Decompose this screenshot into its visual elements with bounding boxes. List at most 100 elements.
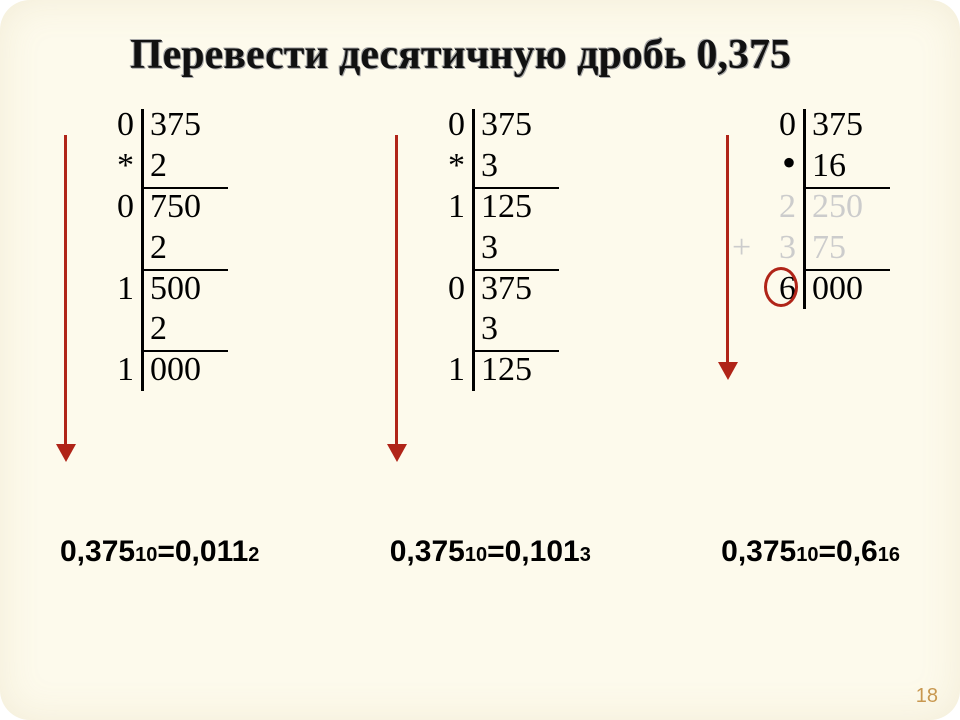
result-equation: 0,37510=0,616 (721, 535, 900, 569)
dot-icon: • (782, 140, 796, 185)
vertical-separator (472, 228, 475, 269)
rhs-num: 0,6 (836, 535, 878, 568)
vertical-separator (803, 228, 806, 269)
integer-part: 0 (441, 105, 473, 146)
vertical-separator (141, 309, 144, 350)
calc-row: 2 (110, 228, 228, 269)
result-equation: 0,37510=0,1013 (390, 535, 591, 569)
calculations-row: 0375*207502150021000 0375*31125303753112… (40, 105, 920, 515)
calc-row: 0375 (441, 105, 559, 146)
integer-part: 0 (110, 105, 142, 146)
lhs-num: 0,375 (390, 535, 465, 568)
equals: = (818, 535, 836, 568)
results-row: 0,37510=0,01120,37510=0,10130,37510=0,61… (40, 515, 920, 569)
calc-row: 2 (110, 309, 228, 350)
fraction-part: 3 (473, 146, 559, 187)
rhs-base: 3 (580, 544, 591, 566)
lhs-base: 10 (796, 544, 818, 566)
vertical-separator (141, 109, 144, 146)
lhs-base: 10 (135, 544, 157, 566)
fraction-part: 2 (142, 228, 228, 269)
fraction-part: 000 (142, 350, 228, 391)
lhs-num: 0,375 (60, 535, 135, 568)
calc-row: •16 (772, 146, 890, 187)
vertical-separator (803, 187, 806, 228)
fraction-part: 125 (473, 187, 559, 228)
integer-part: 0 (441, 269, 473, 310)
fraction-part: 75 (804, 228, 890, 269)
rhs-base: 16 (878, 544, 900, 566)
calc-row: 3 (441, 228, 559, 269)
integer-part: 1 (110, 350, 142, 391)
arrow-line (395, 135, 398, 444)
calc-row: *3 (441, 146, 559, 187)
fraction-part: 000 (804, 269, 890, 310)
calc-row: 1125 (441, 187, 559, 228)
integer-part: 1 (110, 269, 142, 310)
vertical-separator (141, 228, 144, 269)
vertical-separator (803, 109, 806, 146)
fraction-part: 125 (473, 350, 559, 391)
fraction-part: 3 (473, 228, 559, 269)
integer-part: * (441, 146, 473, 187)
rhs-base: 2 (248, 544, 259, 566)
circle-highlight-icon (764, 267, 798, 307)
integer-part: 1 (441, 350, 473, 391)
fraction-part: 375 (473, 269, 559, 310)
arrow-head-icon (718, 362, 738, 380)
fraction-part: 375 (804, 105, 890, 146)
lhs-num: 0,375 (721, 535, 796, 568)
calc-row: 3+75 (772, 228, 890, 269)
vertical-separator (472, 309, 475, 350)
integer-part: 1 (441, 187, 473, 228)
arrow-head-icon (387, 444, 407, 462)
vertical-separator (472, 350, 475, 391)
calc-row: 6000 (772, 269, 890, 310)
calc-row: 1125 (441, 350, 559, 391)
calc-row: 1000 (110, 350, 228, 391)
calc-row: 0375 (441, 269, 559, 310)
vertical-separator (472, 146, 475, 187)
fraction-part: 375 (142, 105, 228, 146)
fraction-part: 375 (473, 105, 559, 146)
page-number: 18 (916, 685, 938, 708)
fraction-part: 2 (142, 309, 228, 350)
arrow-line (726, 135, 729, 362)
calc-base16: 0375•1622503+756000 (732, 105, 890, 360)
arrow-head-icon (56, 444, 76, 462)
vertical-separator (472, 109, 475, 146)
integer-part: 6 (772, 269, 804, 310)
calc-row: 1500 (110, 269, 228, 310)
calc-row: *2 (110, 146, 228, 187)
slide-title: Перевести десятичную дробь 0,375 (130, 30, 920, 80)
calc-base2: 0375*207502150021000 (70, 105, 228, 442)
vertical-separator (803, 146, 806, 187)
integer-part: 3+ (772, 228, 804, 269)
vertical-separator (141, 146, 144, 187)
integer-part: * (110, 146, 142, 187)
arrow-line (64, 135, 67, 444)
integer-part: • (772, 146, 804, 187)
fraction-part: 2 (142, 146, 228, 187)
integer-part: 0 (110, 187, 142, 228)
calc-row: 0750 (110, 187, 228, 228)
vertical-separator (803, 269, 806, 310)
fraction-part: 750 (142, 187, 228, 228)
fraction-part: 250 (804, 187, 890, 228)
vertical-separator (472, 269, 475, 310)
vertical-separator (472, 187, 475, 228)
equals: = (487, 535, 505, 568)
plus-icon: + (732, 228, 751, 269)
integer-part: 2 (772, 187, 804, 228)
fraction-part: 500 (142, 269, 228, 310)
calc-row: 2250 (772, 187, 890, 228)
calc-body: 0375*311253037531125 (441, 105, 559, 391)
fraction-part: 3 (473, 309, 559, 350)
calc-body: 0375•1622503+756000 (772, 105, 890, 309)
calc-row: 3 (441, 309, 559, 350)
lhs-base: 10 (465, 544, 487, 566)
slide: Перевести десятичную дробь 0,375 0375*20… (0, 0, 960, 720)
fraction-part: 16 (804, 146, 890, 187)
calc-row: 0375 (110, 105, 228, 146)
calc-base3: 0375*311253037531125 (401, 105, 559, 442)
